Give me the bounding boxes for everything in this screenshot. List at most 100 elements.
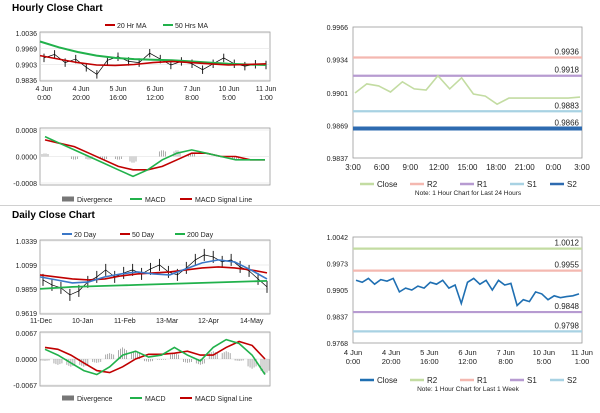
daily-pivot-chart: 1.0042 0.9973 0.9905 0.9837 0.9768 1.0012 0.99…: [327, 235, 593, 393]
hourly-pivots-y-tick-label: 0.9869: [327, 124, 349, 131]
daily-pivots-x-tick-time: 20:00: [382, 357, 401, 366]
level-label-r1: 0.9918: [555, 66, 580, 75]
hourly-price-x-tick-time: 0:00: [37, 95, 51, 102]
hourly-pivot-chart: 0.9966 0.9934 0.9901 0.9869 0.9837 0.9936 0.99…: [327, 25, 591, 197]
hourly-price-x-tick-time: 8:00: [185, 95, 199, 102]
legend-label: 50 Hrs MA: [175, 23, 208, 30]
daily-pivots-x-tick-time: 16:00: [420, 357, 439, 366]
hourly-price-y-tick-label: 1.0036: [16, 31, 38, 38]
hourly-price-x-tick-date: 6 Jun: [146, 86, 163, 93]
daily-pivots-x-tick-date: 4 Jun: [382, 348, 400, 357]
hourly-price-x-tick-date: 4 Jun: [72, 86, 89, 93]
daily-price-x-tick-label: 14-May: [240, 318, 264, 325]
hourly-pivots-y-tick-label: 0.9934: [327, 57, 349, 64]
macd-signal-line: [44, 139, 265, 171]
legend-label-r2: R2: [427, 376, 438, 385]
hourly-macd-y-tick-label: 0.0008: [16, 128, 38, 135]
hourly-price-x-tick-time: 12:00: [146, 95, 164, 102]
hourly-price-y-tick-label: 0.9969: [16, 47, 38, 54]
daily-pivots-y-tick-label: 0.9905: [327, 288, 349, 295]
price-line: [42, 254, 268, 296]
macd-line: [44, 338, 266, 376]
daily-pivots-x-tick-date: 5 Jun: [420, 348, 438, 357]
hourly-price-x-tick-time: 5:00: [222, 95, 236, 102]
level-label-s2: 0.9798: [555, 321, 580, 330]
daily-pivots-x-tick-date: 6 Jun: [458, 348, 476, 357]
daily-price-chart: 1.0339 1.0099 0.9859 0.9619 20 Day 50 Day 200 …: [16, 232, 271, 325]
ma50-line: [39, 40, 267, 66]
ma20-line: [39, 54, 267, 67]
hourly-pivots-x-tick-label: 6:00: [374, 163, 390, 172]
legend-label: MACD: [145, 396, 166, 403]
daily-pivots-y-tick-label: 0.9837: [327, 314, 349, 321]
legend-label-s2: S2: [567, 180, 577, 189]
legend-label: MACD Signal Line: [195, 197, 252, 204]
daily-pivots-x-tick-date: 10 Jun: [533, 348, 556, 357]
hourly-pivots-y-tick-label: 0.9837: [327, 156, 349, 163]
daily-price-y-tick-label: 0.9619: [16, 311, 38, 318]
chart-note: Note: 1 Hour Chart for Last 1 Week: [417, 386, 520, 393]
legend-label-s2: S2: [567, 376, 577, 385]
daily-pivots-x-tick-date: 7 Jun: [496, 348, 514, 357]
daily-price-x-tick-label: 11-Dec: [30, 318, 53, 325]
daily-macd-y-tick-label: 0.0067: [16, 331, 38, 338]
plot-frame: [39, 239, 271, 315]
daily-price-x-tick-label: 11-Feb: [114, 318, 136, 325]
daily-pivots-y-tick-label: 0.9768: [327, 341, 349, 348]
hourly-macd-chart: 0.0008 0.0000 -0.0008 Divergence MACD MACD Si…: [13, 127, 271, 204]
plot-frame: [352, 236, 583, 344]
close-line: [354, 74, 581, 106]
daily-macd-chart: 0.0067 0.0000 -0.0067 Divergence MACD MACD Si…: [13, 331, 271, 403]
daily-price-y-tick-label: 1.0339: [16, 239, 38, 246]
level-label-s1: 0.9883: [555, 101, 580, 110]
section-divider: [0, 205, 600, 206]
legend-label-close: Close: [377, 180, 398, 189]
hourly-section-title: Hourly Close Chart: [12, 3, 103, 14]
ma20-line: [39, 259, 268, 284]
daily-section-title: Daily Close Chart: [12, 210, 95, 221]
plot-frame: [39, 31, 271, 82]
daily-pivots-x-tick-time: 5:00: [537, 357, 552, 366]
daily-price-y-tick-label: 0.9859: [16, 287, 38, 294]
daily-pivots-x-tick-date: 11 Jun: [571, 348, 593, 357]
level-label-s1: 0.9848: [555, 302, 580, 311]
daily-pivots-x-tick-time: 8:00: [498, 357, 513, 366]
hourly-pivots-x-tick-label: 15:00: [457, 163, 478, 172]
hourly-price-x-tick-time: 1:00: [259, 95, 273, 102]
hourly-pivots-x-tick-label: 21:00: [515, 163, 536, 172]
hourly-pivots-y-tick-label: 0.9966: [327, 25, 349, 32]
macd-signal-line: [44, 340, 266, 374]
legend-label: Divergence: [77, 396, 113, 403]
legend-label-r1: R1: [477, 180, 488, 189]
daily-macd-y-tick-label: -0.0067: [13, 383, 37, 390]
hourly-price-x-tick-date: 10 Jun: [218, 86, 239, 93]
hourly-price-x-tick-date: 11 Jun: [256, 86, 277, 93]
legend-label-close: Close: [377, 376, 398, 385]
legend-label-r1: R1: [477, 376, 488, 385]
hourly-price-x-tick-date: 7 Jun: [183, 86, 200, 93]
legend-label: 50 Day: [132, 232, 155, 239]
hourly-macd-y-tick-label: 0.0000: [16, 155, 38, 162]
hourly-pivots-x-tick-label: 18:00: [486, 163, 507, 172]
daily-price-x-tick-label: 13-Mar: [156, 318, 179, 325]
hourly-price-chart: 1.0036 0.9969 0.9903 0.9836 20 Hr MA 50 Hrs M…: [16, 23, 277, 102]
hourly-pivots-x-tick-label: 9:00: [402, 163, 418, 172]
level-label-r1: 0.9955: [555, 261, 580, 270]
legend-label: 20 Day: [74, 232, 97, 239]
daily-pivots-x-tick-time: 1:00: [575, 357, 590, 366]
hourly-pivots-x-tick-label: 0:00: [546, 163, 562, 172]
hourly-macd-y-tick-label: -0.0008: [13, 181, 37, 188]
daily-macd-y-tick-label: 0.0000: [16, 357, 38, 364]
hourly-price-y-tick-label: 0.9836: [16, 78, 38, 85]
legend-label-s1: S1: [527, 376, 537, 385]
hourly-price-x-tick-date: 5 Jun: [109, 86, 126, 93]
legend-label-r2: R2: [427, 180, 438, 189]
hourly-price-x-tick-time: 20:00: [72, 95, 90, 102]
ma50-line: [39, 266, 268, 281]
legend-label: MACD: [145, 197, 166, 204]
macd-line: [44, 135, 265, 178]
hourly-pivots-x-tick-label: 3:00: [574, 163, 590, 172]
level-label-s2: 0.9866: [555, 119, 580, 128]
legend-label-s1: S1: [527, 180, 537, 189]
hourly-price-x-tick-time: 16:00: [109, 95, 127, 102]
